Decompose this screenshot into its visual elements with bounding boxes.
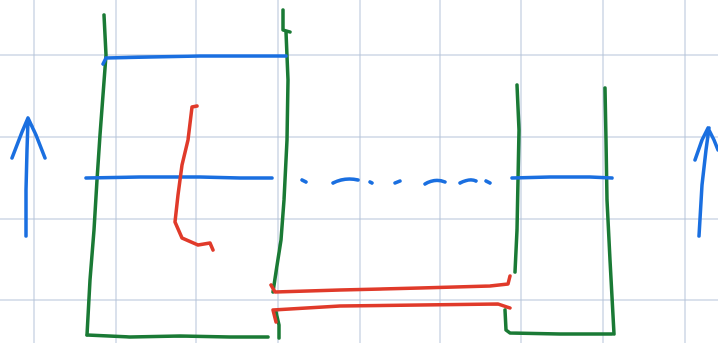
top-level-line bbox=[101, 54, 288, 66]
right-up-arrow bbox=[693, 126, 718, 238]
left-level-line bbox=[84, 175, 274, 180]
lower-red-bar bbox=[271, 302, 512, 324]
right-box-left-wall bbox=[513, 83, 521, 274]
right-box-right-wall bbox=[603, 86, 616, 336]
left-box-right-wall bbox=[271, 8, 292, 294]
left-up-arrow bbox=[10, 116, 47, 238]
right-box-notch bbox=[503, 308, 614, 336]
dashed-continuation bbox=[300, 177, 492, 186]
left-box-notch bbox=[274, 310, 281, 340]
hook-curve bbox=[173, 104, 215, 252]
upper-red-bar bbox=[269, 274, 512, 294]
right-level-line bbox=[510, 175, 614, 180]
left-box-bottom bbox=[85, 333, 270, 339]
